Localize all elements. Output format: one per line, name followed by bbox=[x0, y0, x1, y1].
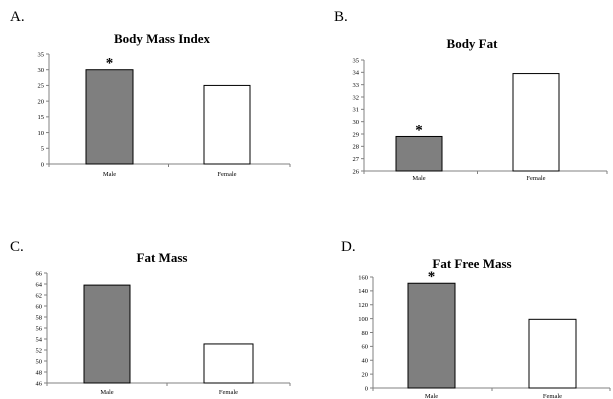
chart-c-category-label-female: Female bbox=[219, 389, 238, 396]
chart-b-y-tick-label-1: 27 bbox=[353, 156, 360, 163]
chart-c-title: Fat Mass bbox=[137, 250, 188, 265]
chart-c-y-tick-label-7: 60 bbox=[36, 303, 43, 310]
chart-a-y-tick-label-4: 20 bbox=[38, 98, 45, 105]
chart-a-significance-marker: * bbox=[106, 56, 114, 72]
chart-d-y-tick-label-6: 120 bbox=[358, 302, 368, 309]
chart-a-panel-letter: A. bbox=[10, 9, 25, 25]
chart-b-y-tick-label-3: 29 bbox=[353, 131, 360, 138]
chart-a-bar-female bbox=[203, 84, 251, 165]
chart-d-bar-male bbox=[407, 282, 456, 389]
chart-d-category-label-female: Female bbox=[543, 393, 562, 399]
chart-a-title: Body Mass Index bbox=[114, 31, 211, 46]
chart-c-panel-letter: C. bbox=[10, 239, 24, 255]
chart-b-y-tick-label-9: 35 bbox=[353, 57, 360, 64]
chart-d-bar-female bbox=[528, 318, 577, 389]
chart-b-category-label-male: Male bbox=[412, 175, 425, 182]
chart-d-y-tick-label-4: 80 bbox=[362, 330, 369, 337]
chart-d-y-tick-label-2: 40 bbox=[362, 358, 369, 365]
chart-c-y-tick-label-5: 56 bbox=[36, 325, 43, 332]
chart-c-y-tick-label-9: 64 bbox=[36, 281, 43, 288]
chart-c-y-tick-label-8: 62 bbox=[36, 292, 43, 299]
chart-d-title: Fat Free Mass bbox=[432, 256, 511, 271]
chart-b-y-tick-label-6: 32 bbox=[353, 94, 360, 101]
chart-b-y-tick-label-0: 26 bbox=[353, 168, 360, 175]
chart-c-y-tick-label-3: 52 bbox=[36, 347, 43, 354]
chart-c-category-label-male: Male bbox=[100, 389, 113, 396]
chart-c-y-tick-label-10: 66 bbox=[36, 270, 43, 277]
chart-c-bar-female bbox=[203, 343, 254, 384]
chart-d-y-tick-label-3: 60 bbox=[362, 344, 369, 351]
chart-b-y-tick-label-2: 28 bbox=[353, 144, 360, 151]
chart-b-y-tick-label-5: 31 bbox=[353, 107, 360, 114]
chart-c-bar-male bbox=[83, 284, 131, 384]
chart-d-y-tick-label-8: 160 bbox=[358, 274, 368, 281]
chart-b-significance-marker: * bbox=[415, 122, 423, 138]
chart-b-title: Body Fat bbox=[447, 36, 499, 51]
chart-d-y-tick-label-1: 20 bbox=[362, 371, 369, 378]
chart-b-bar-female bbox=[512, 73, 560, 172]
chart-a-y-tick-label-0: 0 bbox=[41, 161, 44, 168]
chart-a-y-tick-label-7: 35 bbox=[38, 51, 45, 58]
chart-d-category-label-male: Male bbox=[425, 393, 438, 399]
chart-d-panel-letter: D. bbox=[341, 239, 356, 255]
chart-a-category-label-female: Female bbox=[217, 171, 236, 178]
chart-a-bar-male bbox=[85, 69, 134, 165]
chart-c-y-tick-label-6: 58 bbox=[36, 314, 43, 321]
chart-c-y-tick-label-0: 46 bbox=[36, 380, 43, 387]
chart-a-y-tick-label-3: 15 bbox=[38, 114, 45, 121]
chart-d-y-tick-label-5: 100 bbox=[358, 316, 368, 323]
chart-a-y-tick-label-5: 25 bbox=[38, 83, 45, 90]
chart-b-category-label-female: Female bbox=[526, 175, 545, 182]
chart-b-panel-letter: B. bbox=[334, 9, 348, 25]
chart-c-y-tick-label-2: 50 bbox=[36, 358, 43, 365]
chart-a-y-tick-label-2: 10 bbox=[38, 130, 45, 137]
chart-a-category-label-male: Male bbox=[103, 171, 116, 178]
chart-b-y-tick-label-8: 34 bbox=[353, 70, 360, 77]
chart-b-y-tick-label-7: 33 bbox=[353, 82, 360, 89]
chart-d-significance-marker: * bbox=[428, 269, 436, 285]
chart-a-y-tick-label-1: 5 bbox=[41, 146, 44, 153]
chart-a-y-tick-label-6: 30 bbox=[38, 67, 45, 74]
chart-d-y-tick-label-7: 140 bbox=[358, 288, 368, 295]
chart-d-y-tick-label-0: 0 bbox=[365, 385, 368, 392]
chart-b-bar-male bbox=[395, 135, 443, 172]
chart-c-y-tick-label-4: 54 bbox=[36, 336, 43, 343]
chart-b-y-tick-label-4: 30 bbox=[353, 119, 360, 126]
chart-c-y-tick-label-1: 48 bbox=[36, 369, 43, 376]
